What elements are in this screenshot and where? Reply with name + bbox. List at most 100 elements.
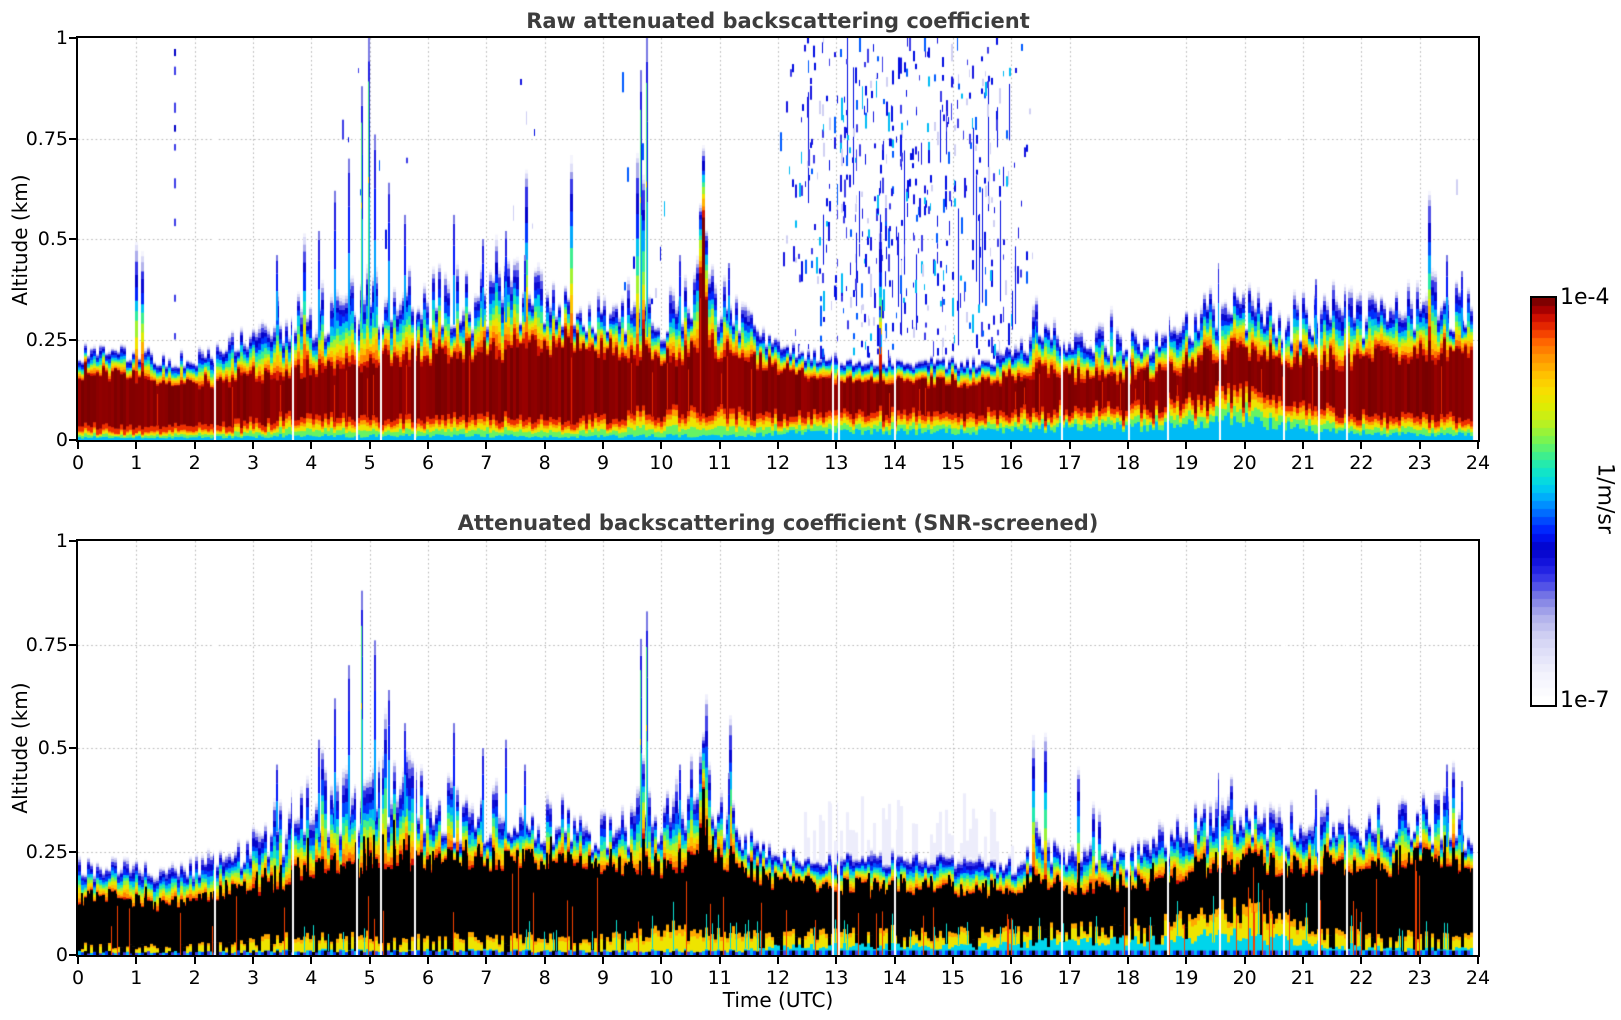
x-tick [1243,442,1246,449]
x-tick-label: 5 [363,967,376,989]
x-tick-label: 5 [363,452,376,474]
x-tick [835,442,838,449]
screened-panel-title: Attenuated backscattering coefficient (S… [457,511,1099,535]
x-tick-label: 4 [305,452,318,474]
x-tick [835,957,838,964]
x-tick-label: 9 [596,452,610,474]
x-tick [485,442,488,449]
x-tick [777,442,779,449]
y-tick-label: 0 [55,429,68,451]
y-tick [69,238,76,240]
x-tick [193,442,196,449]
x-tick [1068,957,1071,964]
x-tick-label: 9 [596,967,610,989]
raw-plot-canvas [78,38,1478,440]
raw-panel-title: Raw attenuated backscattering coefficien… [526,9,1030,33]
x-tick [135,957,138,964]
x-tick-label: 22 [1349,452,1374,474]
raw-plot-area [76,36,1480,442]
y-tick-label: 0 [55,944,68,966]
x-tick-label: 10 [649,452,674,474]
x-tick [602,957,604,964]
x-tick [427,957,429,964]
x-tick [1302,442,1304,449]
x-tick-label: 13 [824,452,849,474]
x-tick [1185,442,1188,449]
x-tick [1010,442,1013,449]
x-tick-label: 8 [538,452,551,474]
x-tick-label: 15 [940,967,966,989]
x-tick-label: 3 [246,967,260,989]
x-tick-label: 12 [765,967,791,989]
x-tick [368,957,371,964]
x-tick-label: 16 [999,967,1024,989]
x-tick [660,957,663,964]
y-tick [69,954,76,956]
x-tick-label: 20 [1232,452,1257,474]
y-tick [69,540,76,542]
x-tick-label: 13 [824,967,849,989]
x-tick-label: 2 [188,452,201,474]
y-tick [69,137,76,140]
x-tick-label: 23 [1407,967,1432,989]
x-tick [1418,957,1421,964]
x-tick-label: 18 [1115,452,1141,474]
x-tick-label: 24 [1465,967,1491,989]
x-tick [1360,442,1363,449]
x-tick [718,957,721,964]
x-tick-label: 17 [1057,452,1082,474]
x-tick-label: 1 [130,967,143,989]
x-tick [893,957,896,964]
x-tick-label: 20 [1232,967,1257,989]
x-tick-label: 23 [1407,452,1432,474]
colorbar-unit-label: 1/m/sr [1592,463,1618,534]
x-tick-label: 21 [1290,452,1316,474]
colorbar [1530,296,1557,707]
x-tick [368,442,371,449]
x-tick-label: 17 [1057,967,1082,989]
x-tick-label: 19 [1174,452,1199,474]
x-tick-label: 16 [999,452,1024,474]
x-tick [1185,957,1188,964]
x-tick [543,957,546,964]
y-tick-label: 1 [55,27,68,49]
y-tick [69,850,76,853]
y-tick [69,37,76,39]
x-tick-label: 12 [765,452,791,474]
y-tick-label: 0.25 [25,840,68,863]
x-tick [135,442,138,449]
x-tick-label: 14 [882,452,907,474]
x-tick-label: 21 [1290,967,1316,989]
y-tick [69,439,76,441]
screened-plot-canvas [78,541,1478,955]
y-tick-label: 0.5 [37,737,68,759]
x-tick [252,442,254,449]
x-tick-label: 6 [421,967,435,989]
x-tick [1477,442,1479,449]
x-tick [77,442,79,449]
x-tick [310,957,313,964]
y-tick-label: 0.25 [25,328,68,351]
x-tick-label: 11 [707,967,732,989]
x-tick [1010,957,1013,964]
colorbar-min-label: 1e-7 [1560,688,1610,713]
y-tick-label: 0.75 [25,127,68,150]
x-tick [1477,957,1479,964]
x-tick-label: 7 [480,452,493,474]
x-tick [77,957,79,964]
x-tick-label: 1 [130,452,143,474]
x-tick [310,442,313,449]
x-tick [543,442,546,449]
x-tick [193,957,196,964]
x-tick [1418,442,1421,449]
x-tick [952,957,954,964]
x-tick-label: 4 [305,967,318,989]
x-tick [427,442,429,449]
x-tick-label: 0 [71,452,85,474]
x-tick-label: 2 [188,967,201,989]
x-tick-label: 10 [649,967,674,989]
x-tick [1360,957,1363,964]
x-tick-label: 24 [1465,452,1491,474]
x-tick [602,442,604,449]
x-tick-label: 18 [1115,967,1141,989]
